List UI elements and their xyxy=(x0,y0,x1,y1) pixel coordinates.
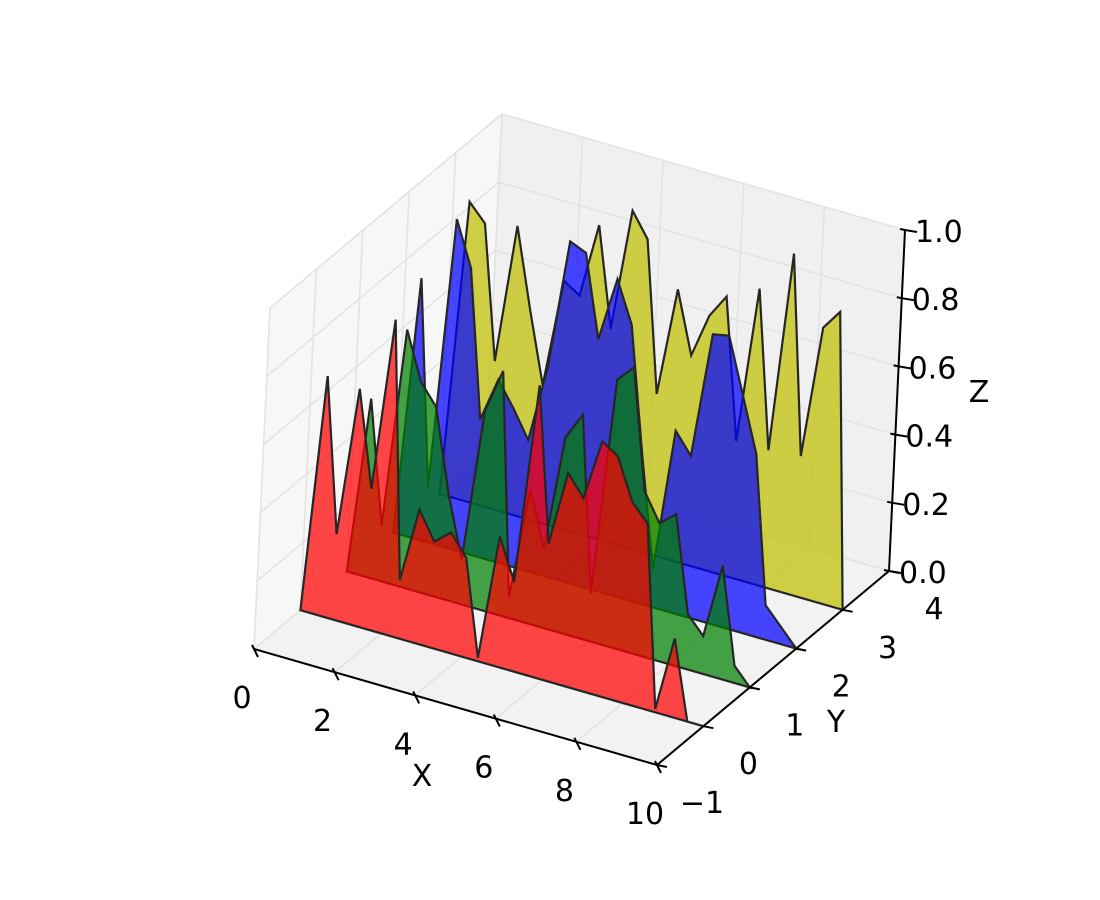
z-axis-label: Z xyxy=(969,375,990,410)
z-tick-mark-in xyxy=(890,432,896,436)
x-axis-label: X xyxy=(412,759,433,794)
z-tick-label: 0.6 xyxy=(909,351,957,386)
z-axis-line xyxy=(888,229,906,572)
z-tick-mark-in xyxy=(893,364,899,368)
grid-z-back xyxy=(501,113,906,231)
x-tick-label: 2 xyxy=(313,704,332,739)
x-tick-mark-in xyxy=(492,714,497,720)
x-tick-label: 4 xyxy=(394,727,413,762)
z-tick-label: 0.4 xyxy=(905,420,953,455)
z-tick-mark-in xyxy=(887,500,893,504)
x-tick-label: 6 xyxy=(474,751,493,786)
z-tick-mark-in xyxy=(883,569,890,572)
y-tick-label: −1 xyxy=(680,786,724,821)
grid-z-back xyxy=(498,181,903,299)
z-tick-label: 0.8 xyxy=(912,283,960,318)
y-axis-label: Y xyxy=(826,705,846,740)
x-tick-mark-in xyxy=(412,690,417,696)
grid-z-left xyxy=(269,113,503,309)
y-axis-line xyxy=(656,570,890,766)
x-tick-mark xyxy=(575,741,582,751)
polygon-series xyxy=(299,198,844,728)
y-tick-label: 1 xyxy=(785,708,804,743)
y-tick-label: 0 xyxy=(739,747,758,782)
y-tick-mark xyxy=(656,764,668,768)
x-tick-mark-in xyxy=(251,644,255,650)
z-tick-label: 1.0 xyxy=(915,215,963,250)
z-tick-mark-in xyxy=(896,296,902,300)
axes-lines xyxy=(251,228,918,774)
z-tick-mark xyxy=(901,297,914,302)
y-tick-label: 4 xyxy=(924,592,943,627)
x-tick-mark-in xyxy=(331,667,336,673)
y-tick-mark xyxy=(703,725,714,730)
x-tick-label: 0 xyxy=(232,681,251,716)
grid-z-left xyxy=(266,181,500,377)
y-tick-label: 3 xyxy=(878,631,897,666)
grid-y-left xyxy=(299,269,318,611)
y-tick-mark xyxy=(749,686,760,691)
z-tick-mark xyxy=(898,365,911,370)
x-tick-mark xyxy=(656,764,662,774)
y-tick-label: 2 xyxy=(832,670,851,705)
z-tick-mark xyxy=(895,433,908,438)
x-tick-label: 10 xyxy=(626,797,664,832)
x-tick-mark xyxy=(494,718,501,728)
x-tick-mark xyxy=(333,671,340,681)
grid-y-left xyxy=(253,307,271,650)
x-tick-mark xyxy=(414,694,421,704)
z-tick-mark xyxy=(904,229,918,233)
z-tick-mark xyxy=(892,501,905,506)
z-tick-label: 0.0 xyxy=(899,556,947,591)
y-tick-mark xyxy=(842,608,853,613)
y-tick-mark xyxy=(796,647,807,652)
x-tick-label: 8 xyxy=(555,774,574,809)
series-polygon-y0 xyxy=(299,319,704,728)
x-tick-mark-in xyxy=(654,760,658,766)
z-tick-mark-in xyxy=(899,228,906,231)
x-axis-line xyxy=(253,648,658,766)
z-tick-mark xyxy=(888,570,902,574)
x-tick-mark xyxy=(253,648,259,658)
x-tick-mark-in xyxy=(573,737,578,743)
z-tick-label: 0.2 xyxy=(902,488,950,523)
